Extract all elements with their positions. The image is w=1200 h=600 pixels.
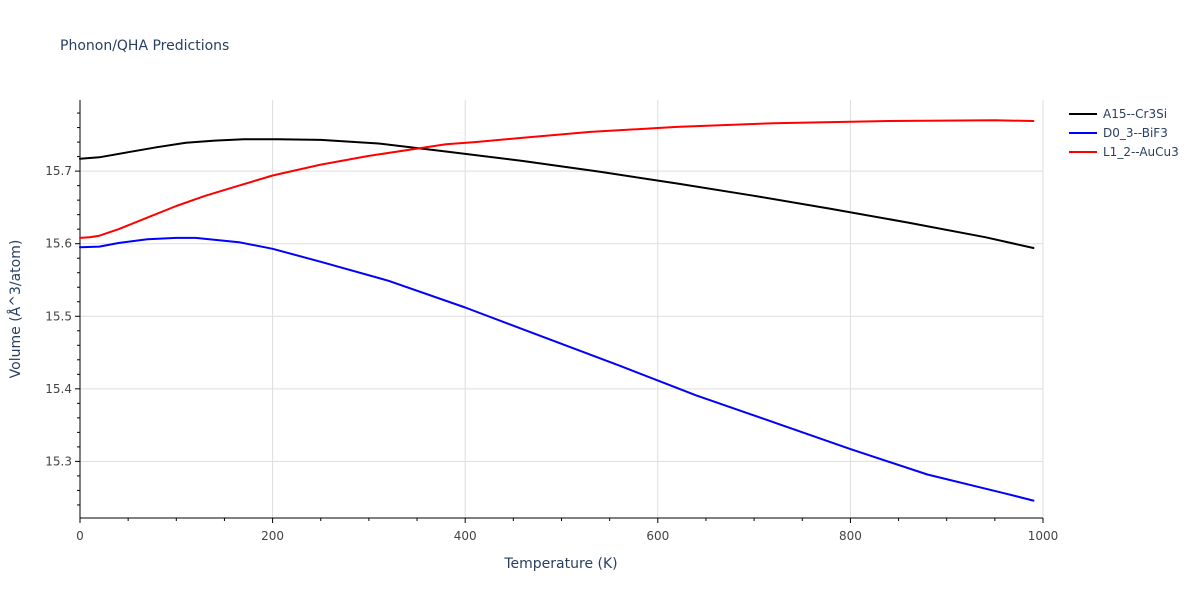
y-tick-label: 15.4 xyxy=(45,382,72,396)
series-line-1 xyxy=(79,236,1035,502)
y-tick-label: 15.6 xyxy=(45,237,72,251)
legend-entry: L1_2--AuCu3 xyxy=(1103,145,1179,159)
x-tick-label: 0 xyxy=(76,529,84,543)
x-tick-label: 400 xyxy=(454,529,477,543)
chart-title: Phonon/QHA Predictions xyxy=(60,38,229,54)
axes xyxy=(75,100,1044,523)
grid xyxy=(80,100,1044,518)
legend-entry: A15--Cr3Si xyxy=(1103,107,1167,121)
x-tick-label: 600 xyxy=(646,529,669,543)
y-axis-label: Volume (Å^3/atom) xyxy=(7,240,24,379)
x-tick-label: 200 xyxy=(261,529,284,543)
x-axis-label: Temperature (K) xyxy=(503,556,617,572)
series-line-2 xyxy=(79,119,1035,239)
x-tick-label: 1000 xyxy=(1028,529,1059,543)
plot-area xyxy=(79,119,1035,502)
y-tick-label: 15.5 xyxy=(45,309,72,323)
legend-entry: D0_3--BiF3 xyxy=(1103,126,1168,140)
x-tick-label: 800 xyxy=(839,529,862,543)
series-line-0 xyxy=(79,138,1035,249)
y-tick-label: 15.3 xyxy=(45,454,72,468)
y-tick-label: 15.7 xyxy=(45,164,72,178)
legend: A15--Cr3Si D0_3--BiF3 L1_2--AuCu3 xyxy=(1069,107,1179,159)
tick-labels: 0 200 400 600 800 1000 15.3 15.4 15.5 15.6 15.7 xyxy=(45,164,1058,543)
